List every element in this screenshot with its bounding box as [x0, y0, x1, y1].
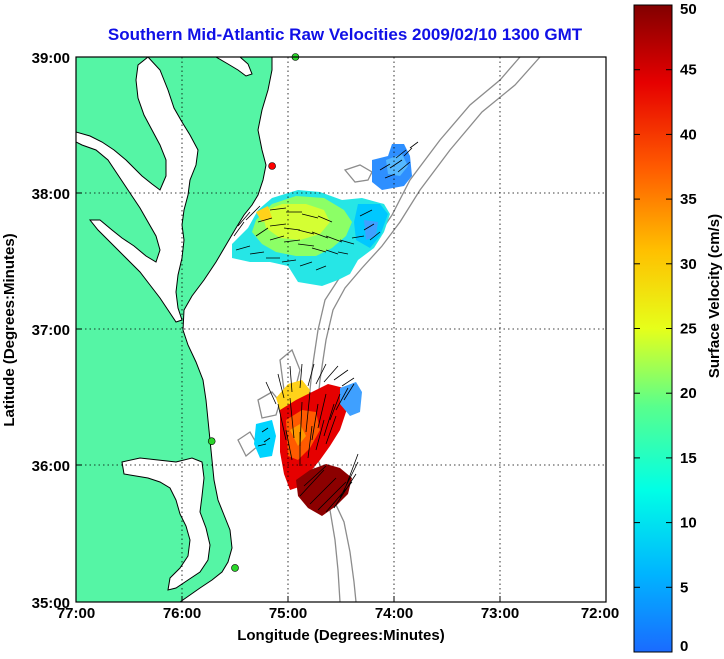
x-tick-labels: 77:00 76:00 75:00 74:00 73:00 72:00 [57, 605, 619, 622]
colorbar-tick-label: 30 [680, 256, 697, 273]
y-tick-label: 38:00 [32, 186, 70, 203]
velocity-patch-south [254, 420, 276, 458]
colorbar-tick-label: 45 [680, 62, 697, 79]
x-tick-label: 72:00 [581, 605, 619, 622]
map-title: Southern Mid-Atlantic Raw Velocities 200… [108, 25, 583, 44]
colorbar-tick-label: 50 [680, 1, 697, 18]
y-tick-label: 39:00 [32, 50, 70, 67]
colorbar-label: Surface Velocity (cm/s) [706, 214, 723, 378]
y-tick-label: 37:00 [32, 322, 70, 339]
colorbar-tick-label: 20 [680, 385, 697, 402]
colorbar-tick-label: 10 [680, 515, 697, 532]
colorbar-tick-label: 5 [680, 579, 688, 596]
colorbar: 0 5 10 15 20 25 30 35 40 45 50 Surface Velocity (c… [633, 1, 723, 655]
tick-marks [75, 56, 607, 603]
chesapeake-bay [76, 57, 199, 323]
assateague-station [268, 162, 276, 170]
y-tick-label: 36:00 [32, 458, 70, 475]
colorbar-ticks: 0 5 10 15 20 25 30 35 40 45 50 [634, 1, 697, 655]
x-tick-label: 75:00 [269, 605, 307, 622]
colorbar-tick-label: 40 [680, 126, 697, 143]
x-tick-label: 73:00 [481, 605, 519, 622]
y-axis-label: Latitude (Degrees:Minutes) [1, 233, 18, 426]
x-tick-label: 74:00 [375, 605, 413, 622]
x-tick-label: 76:00 [163, 605, 201, 622]
radar-stations [207, 53, 300, 572]
duck-station [207, 437, 216, 446]
velocity-arrows [233, 141, 419, 513]
colorbar-tick-label: 0 [680, 638, 688, 655]
y-tick-label: 35:00 [32, 595, 70, 612]
hatteras-station [231, 564, 239, 572]
y-tick-labels: 39:00 38:00 37:00 36:00 35:00 [32, 50, 70, 612]
delaware-bay [215, 57, 253, 77]
colorbar-gradient [633, 4, 673, 653]
colorbar-tick-label: 25 [680, 321, 697, 338]
albemarle-sound [121, 457, 211, 591]
colorbar-tick-label: 35 [680, 191, 697, 208]
colorbar-tick-label: 15 [680, 450, 697, 467]
x-tick-label: 77:00 [57, 605, 95, 622]
x-axis-label: Longitude (Degrees:Minutes) [237, 627, 445, 644]
grid-lines [76, 57, 606, 602]
